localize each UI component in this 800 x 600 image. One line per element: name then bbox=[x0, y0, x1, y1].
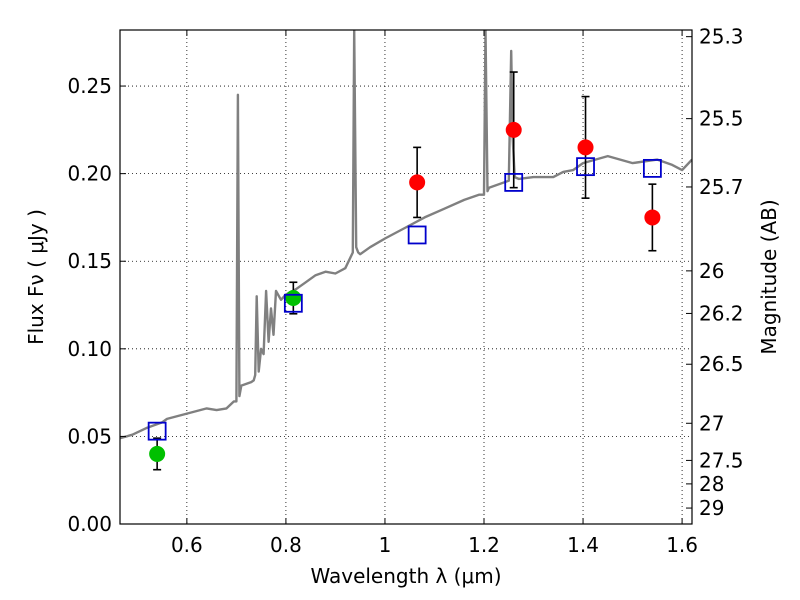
model-square bbox=[407, 225, 427, 245]
right-tick-label: 25.3 bbox=[699, 25, 744, 49]
model-square bbox=[576, 157, 595, 177]
x-tick-label: 1.2 bbox=[468, 533, 500, 557]
right-tick-label: 26 bbox=[699, 259, 724, 283]
model-square bbox=[504, 173, 524, 192]
y-tick-label: 0.20 bbox=[67, 162, 112, 186]
x-tick-label: 1.4 bbox=[567, 533, 599, 557]
y-axis: 0.00 0.05 0.10 0.15 0.20 0.25 bbox=[67, 74, 126, 536]
data-point bbox=[285, 290, 302, 307]
right-tick-label: 29 bbox=[699, 496, 724, 520]
right-tick-label: 26.2 bbox=[699, 301, 744, 325]
model-squares bbox=[147, 157, 662, 441]
model-sed bbox=[120, 30, 692, 440]
x-tick-label: 1 bbox=[379, 533, 392, 557]
right-tick-label: 25.5 bbox=[699, 107, 744, 131]
y-tick-label: 0.25 bbox=[67, 74, 112, 98]
data-point bbox=[149, 445, 166, 462]
x-tick-label: 0.6 bbox=[171, 533, 203, 557]
data-point bbox=[644, 209, 661, 226]
data-point bbox=[505, 121, 522, 138]
sed-line bbox=[120, 30, 692, 440]
x-axis: 0.6 0.8 1 1.2 1.4 1.6 bbox=[171, 30, 698, 557]
model-square bbox=[642, 158, 662, 178]
plot-frame bbox=[119, 29, 693, 525]
model-square bbox=[283, 293, 303, 313]
y-tick-label: 0.10 bbox=[67, 337, 112, 361]
data-point bbox=[577, 139, 594, 156]
y-tick-label: 0.15 bbox=[67, 249, 112, 273]
x-axis-title: Wavelength λ (μm) bbox=[310, 564, 501, 588]
right-tick-label: 27 bbox=[699, 411, 724, 435]
y-axis-title: Flux Fν ( μJy ) bbox=[24, 209, 48, 345]
y-tick-label: 0.05 bbox=[67, 424, 112, 448]
data-point bbox=[409, 174, 426, 191]
right-tick-label: 26.5 bbox=[699, 352, 744, 376]
y-tick-label: 0.00 bbox=[67, 512, 112, 536]
right-tick-label: 25.7 bbox=[699, 175, 744, 199]
right-axis-title: Magnitude (AB) bbox=[757, 199, 781, 354]
right-tick-label: 28 bbox=[699, 472, 724, 496]
right-tick-label: 27.5 bbox=[699, 448, 744, 472]
model-square bbox=[147, 421, 167, 441]
x-tick-label: 1.6 bbox=[666, 533, 698, 557]
x-tick-label: 0.8 bbox=[270, 533, 302, 557]
